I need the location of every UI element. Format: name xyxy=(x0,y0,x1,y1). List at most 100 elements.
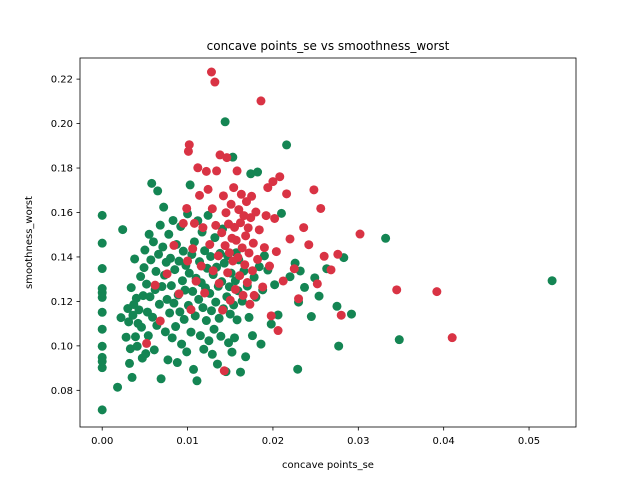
data-point-s0-89 xyxy=(185,180,195,190)
x-axis-label: concave points_se xyxy=(282,460,374,471)
data-point-s1-38 xyxy=(222,153,232,163)
data-point-s0-46 xyxy=(148,237,158,247)
data-point-s1-102 xyxy=(432,287,442,297)
data-point-s0-136 xyxy=(225,309,235,319)
data-point-s0-18 xyxy=(124,317,134,327)
data-point-s1-74 xyxy=(256,96,266,106)
data-point-s0-152 xyxy=(244,312,254,322)
x-axis-ticks: 0.00 0.01 0.02 0.03 0.04 0.05 xyxy=(91,427,540,447)
data-point-s0-41 xyxy=(144,229,154,239)
data-point-s0-117 xyxy=(209,324,219,334)
data-point-s0-71 xyxy=(170,265,180,275)
x-tick-label: 0.05 xyxy=(518,436,540,447)
data-point-s0-56 xyxy=(157,282,167,292)
data-point-s1-18 xyxy=(198,223,208,233)
data-point-s0-173 xyxy=(300,282,310,292)
data-point-s0-6 xyxy=(97,307,107,317)
data-point-s0-40 xyxy=(143,331,153,341)
data-point-s0-178 xyxy=(332,301,342,311)
data-point-s0-90 xyxy=(186,327,196,337)
data-point-s0-4 xyxy=(97,341,107,351)
data-point-s1-79 xyxy=(265,261,275,271)
data-point-s1-54 xyxy=(236,218,245,228)
data-point-s1-53 xyxy=(235,271,245,281)
data-point-s1-98 xyxy=(333,249,343,259)
data-point-s1-73 xyxy=(254,225,264,235)
data-point-s0-119 xyxy=(211,297,221,307)
data-point-s0-3 xyxy=(97,352,107,362)
data-point-s0-34 xyxy=(138,291,148,301)
data-point-s0-179 xyxy=(334,341,344,351)
x-tick-label: 0.03 xyxy=(347,436,369,447)
data-point-s0-183 xyxy=(394,335,404,345)
x-tick-label: 0.00 xyxy=(91,436,113,447)
data-point-s0-161 xyxy=(259,251,269,261)
data-point-s1-68 xyxy=(247,266,257,276)
data-point-s0-25 xyxy=(130,254,140,264)
data-point-s1-31 xyxy=(215,150,225,160)
data-point-s0-49 xyxy=(151,266,161,276)
y-axis-label: smoothness_worst xyxy=(24,196,35,289)
data-point-s1-50 xyxy=(232,166,242,176)
data-point-s0-99 xyxy=(194,294,204,304)
data-point-s0-66 xyxy=(165,253,175,263)
data-point-s0-157 xyxy=(253,167,263,177)
data-point-s1-63 xyxy=(243,223,253,233)
data-point-s0-30 xyxy=(134,305,144,315)
data-point-s0-113 xyxy=(206,252,216,261)
data-point-s0-82 xyxy=(179,314,189,324)
y-tick-label: 0.16 xyxy=(51,208,73,219)
data-point-s1-103 xyxy=(447,333,457,343)
data-point-s0-21 xyxy=(126,283,136,293)
data-point-s0-54 xyxy=(155,220,165,230)
data-point-s0-153 xyxy=(246,169,256,179)
data-point-s1-9 xyxy=(183,146,193,156)
data-point-s1-83 xyxy=(271,247,281,257)
data-point-s1-30 xyxy=(214,278,224,288)
data-point-s0-70 xyxy=(169,298,179,308)
data-point-s0-106 xyxy=(200,246,210,256)
data-point-s1-10 xyxy=(184,140,194,150)
data-point-s0-181 xyxy=(346,309,356,319)
data-point-s1-5 xyxy=(174,289,184,299)
data-point-s0-166 xyxy=(276,208,286,218)
data-point-s0-15 xyxy=(118,225,128,235)
data-point-s0-47 xyxy=(149,345,159,355)
data-point-s1-17 xyxy=(196,261,206,271)
data-point-s0-67 xyxy=(166,281,176,291)
data-point-s0-163 xyxy=(266,319,276,329)
data-point-s1-78 xyxy=(263,183,273,193)
data-point-s0-51 xyxy=(153,186,163,196)
data-point-s0-81 xyxy=(178,246,188,256)
data-point-s1-77 xyxy=(261,211,271,221)
data-point-s1-20 xyxy=(201,166,211,176)
data-point-s1-6 xyxy=(178,218,188,228)
data-point-s0-45 xyxy=(148,312,158,322)
data-point-s1-37 xyxy=(221,208,231,218)
y-axis-ticks: 0.08 0.10 0.12 0.14 0.16 0.18 0.20 0.22 xyxy=(51,75,80,397)
data-point-s0-14 xyxy=(116,313,126,323)
data-point-s1-55 xyxy=(236,189,246,199)
data-point-s0-12 xyxy=(97,210,107,220)
data-point-s1-82 xyxy=(270,213,280,223)
y-tick-label: 0.14 xyxy=(51,252,73,263)
data-point-s0-80 xyxy=(177,276,187,286)
data-point-s1-84 xyxy=(273,326,283,336)
data-point-s0-144 xyxy=(232,315,242,325)
data-point-s1-91 xyxy=(299,223,309,233)
data-point-s1-87 xyxy=(282,189,292,199)
data-point-s0-134 xyxy=(224,338,234,348)
data-point-s0-111 xyxy=(204,336,214,346)
data-point-s1-75 xyxy=(258,282,268,292)
data-point-s1-94 xyxy=(312,279,322,289)
data-point-s1-92 xyxy=(304,240,314,250)
x-tick-label: 0.04 xyxy=(433,436,455,447)
data-point-s0-105 xyxy=(199,344,209,354)
data-point-s1-64 xyxy=(244,248,254,258)
data-point-s1-12 xyxy=(188,244,198,254)
data-point-s1-32 xyxy=(217,228,227,238)
data-point-s1-49 xyxy=(231,235,241,245)
data-point-s1-72 xyxy=(253,254,263,264)
data-point-s0-76 xyxy=(174,256,184,266)
